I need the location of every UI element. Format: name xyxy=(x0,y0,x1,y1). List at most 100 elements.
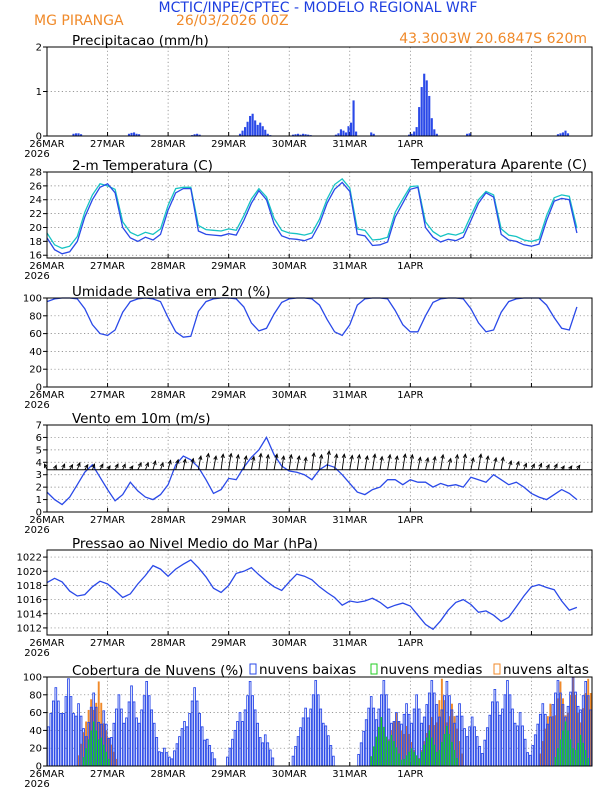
precip-bar xyxy=(249,115,252,136)
wind-arrow-head xyxy=(576,464,581,470)
cloud-mid-bar xyxy=(103,744,105,766)
precip-bar xyxy=(132,132,136,136)
wind-arrow-head xyxy=(84,463,89,469)
panel-title: Umidade Relativa em 2m (%) xyxy=(72,284,271,300)
y-tick-label: 60 xyxy=(29,329,42,340)
cloud-high-bar xyxy=(569,694,572,766)
panel-frame xyxy=(46,676,593,767)
wind-arrow-head xyxy=(402,453,407,459)
wind-arrow-head xyxy=(152,459,157,466)
precip-bar xyxy=(466,133,469,136)
cloud-low-bar xyxy=(147,695,151,767)
x-date-label: 30MAR xyxy=(272,515,307,526)
cloud-high-bar xyxy=(572,677,575,766)
x-date-label: 29MAR xyxy=(211,638,246,649)
wind-arrow-head xyxy=(213,455,218,461)
cloud-mid-bar xyxy=(105,751,108,766)
cloud-mid-bar xyxy=(85,748,87,766)
panel-3: 0 12 34 567 26MAR 27MAR 28MAR 29MAR 30MAR 31MAR 1A… xyxy=(24,411,593,536)
cloud-low-bar xyxy=(51,700,55,767)
y-tick-label: 6 xyxy=(36,433,42,444)
cloud-low-bar xyxy=(329,745,333,767)
y-tick-label: 20 xyxy=(29,223,42,234)
cloud-mid-bar xyxy=(577,742,579,766)
cloud-low-bar xyxy=(324,725,328,767)
cloud-low-bar xyxy=(49,713,53,767)
cloud-low-bar xyxy=(183,721,186,767)
y-tick-label: 1014 xyxy=(17,609,42,620)
cloud-high-bar xyxy=(115,758,118,766)
x-date-label: 30MAR xyxy=(272,261,307,272)
cloud-mid-bar xyxy=(428,730,431,766)
precip-bar xyxy=(418,107,421,136)
cloud-mid-bar xyxy=(438,749,441,766)
wind-arrow xyxy=(440,454,444,470)
cloud-high-bar xyxy=(456,728,458,766)
wind-arrow xyxy=(288,454,292,470)
cloud-mid-bar xyxy=(95,730,97,766)
precip-bar xyxy=(244,127,247,136)
cloud-low-bar xyxy=(321,722,325,767)
y-tick-label: 20 xyxy=(29,365,42,376)
cloud-mid-bar xyxy=(405,755,408,766)
wind-arrow-head xyxy=(319,453,324,459)
cloud-high-bar xyxy=(461,753,464,766)
wind-arrow-head xyxy=(545,463,550,469)
cloud-low-bar xyxy=(140,709,143,767)
wind-arrow xyxy=(523,463,527,470)
cloud-mid-bar xyxy=(393,741,395,766)
y-tick-label: 1012 xyxy=(17,623,42,634)
cloud-mid-bar xyxy=(375,736,378,766)
cloud-low-bar xyxy=(64,696,68,767)
precip-bar xyxy=(256,124,259,136)
x-date-label: 1APR xyxy=(397,515,423,526)
x-date-label: 1APR xyxy=(397,638,423,649)
y-tick-label: 16 xyxy=(29,251,42,262)
cloud-low-bar xyxy=(62,713,65,767)
cloud-low-bar xyxy=(501,708,504,767)
precip-bar xyxy=(337,133,340,136)
precip-bar xyxy=(339,129,343,136)
y-tick-label: 1016 xyxy=(17,595,42,606)
wind-arrow xyxy=(190,458,194,470)
x-year-label: 2026 xyxy=(24,525,49,536)
cloud-low-bar xyxy=(256,722,259,767)
cloud-low-bar xyxy=(198,713,201,767)
y-tick-label: 40 xyxy=(29,726,42,737)
x-date-label: 31MAR xyxy=(332,638,367,649)
cloud-mid-bar xyxy=(456,757,458,766)
cloud-low-bar xyxy=(251,695,254,767)
cloud-low-bar xyxy=(115,708,118,767)
cloud-low-bar xyxy=(327,735,330,767)
panel-frame xyxy=(46,46,593,137)
wind-arrow-head xyxy=(265,453,270,459)
cloud-high-bar xyxy=(551,716,554,766)
precip-bar xyxy=(72,133,75,136)
wind-arrow xyxy=(319,454,323,470)
wind-arrow-head xyxy=(462,453,468,459)
wind-arrow-head xyxy=(568,465,573,471)
cloud-low-bar xyxy=(488,714,492,767)
wind-arrow-head xyxy=(69,463,74,469)
series-line xyxy=(46,559,578,631)
x-date-label: 28MAR xyxy=(151,769,186,780)
precip-bar xyxy=(415,127,418,136)
cloud-mid-bar xyxy=(446,725,448,766)
y-tick-label: 20 xyxy=(29,744,42,755)
x-date-label: 26MAR xyxy=(29,390,64,401)
cloud-high-bar xyxy=(574,694,577,766)
cloud-low-bar xyxy=(475,736,479,767)
cloud-mid-bar xyxy=(453,749,456,766)
wind-arrow-head xyxy=(167,459,172,465)
x-date-label: 28MAR xyxy=(151,390,186,401)
cloud-mid-bar xyxy=(584,749,587,766)
y-tick-label: 22 xyxy=(29,209,42,220)
wind-arrow-head xyxy=(387,453,392,459)
cloud-low-bar xyxy=(59,713,63,767)
wind-arrow-head xyxy=(175,458,180,464)
wind-arrow xyxy=(220,454,224,470)
cloud-low-bar xyxy=(74,715,78,767)
wind-arrow-head xyxy=(500,456,505,462)
wind-arrow-head xyxy=(220,453,225,459)
cloud-mid-bar xyxy=(92,721,95,766)
